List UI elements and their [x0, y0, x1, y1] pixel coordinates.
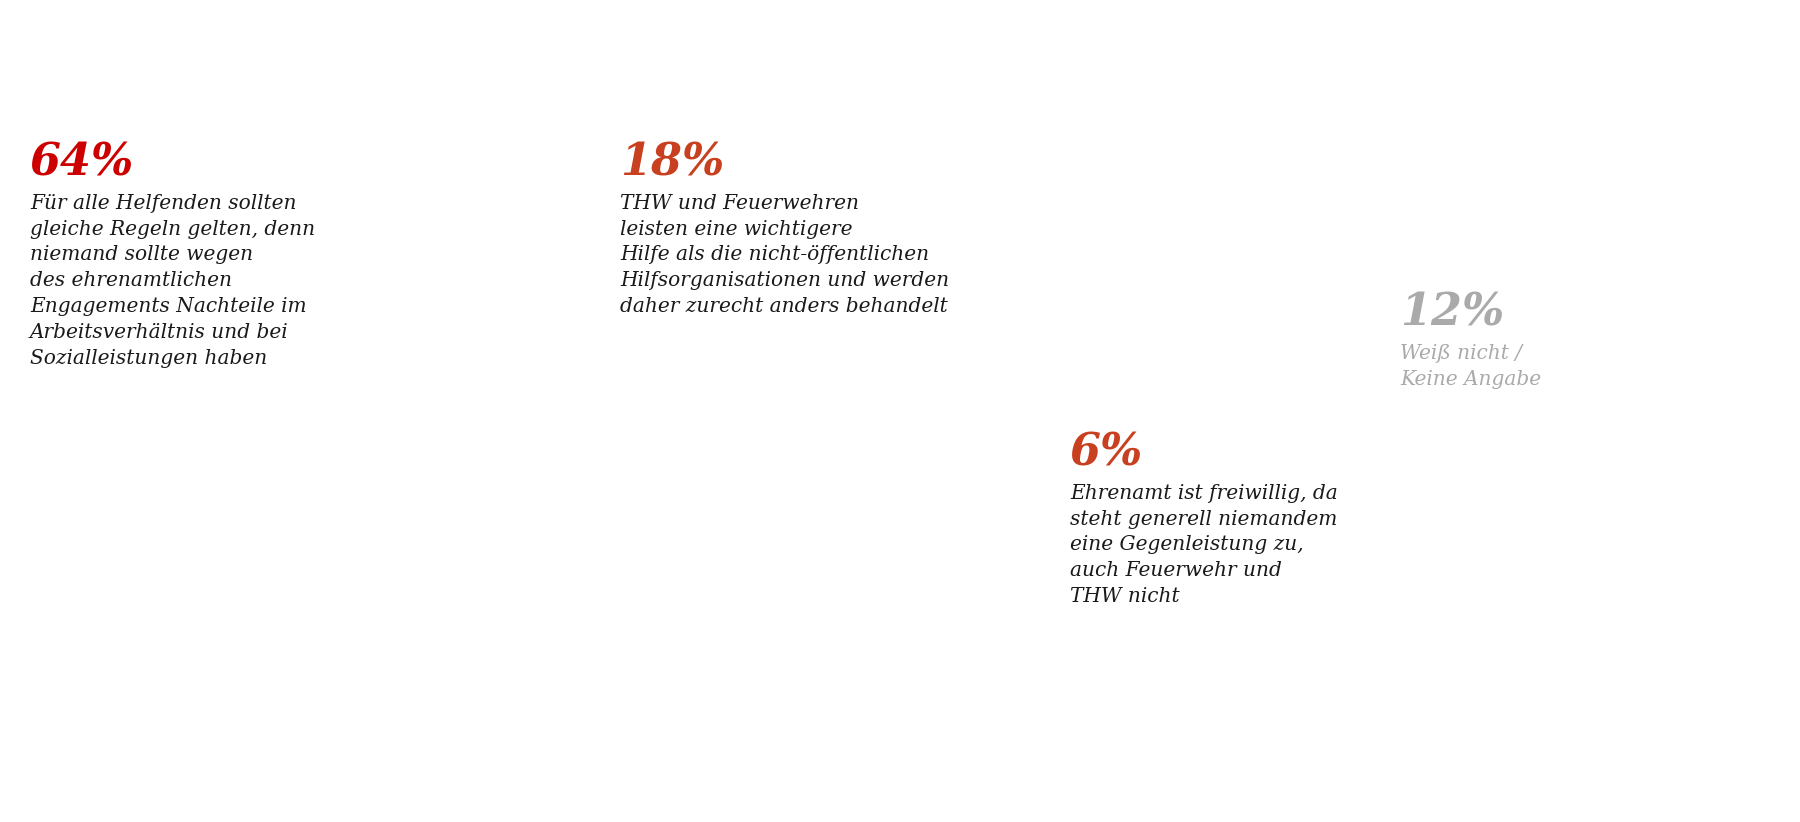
Text: THW und Feuerwehren
leisten eine wichtigere
Hilfe als die nicht-öffentlichen
Hil: THW und Feuerwehren leisten eine wichtig… — [619, 194, 949, 316]
Circle shape — [616, 0, 1046, 57]
Text: 12%: 12% — [1400, 292, 1505, 335]
Text: Weiß nicht /
Keine Angabe: Weiß nicht / Keine Angabe — [1400, 344, 1541, 389]
Text: Für alle Helfenden sollten
gleiche Regeln gelten, denn
niemand sollte wegen
des : Für alle Helfenden sollten gleiche Regel… — [31, 194, 315, 367]
Text: 6%: 6% — [1069, 432, 1143, 475]
Text: 18%: 18% — [619, 142, 724, 185]
Text: Ehrenamt ist freiwillig, da
steht generell niemandem
eine Gegenleistung zu,
auch: Ehrenamt ist freiwillig, da steht genere… — [1069, 484, 1337, 606]
Text: 64%: 64% — [31, 142, 135, 185]
